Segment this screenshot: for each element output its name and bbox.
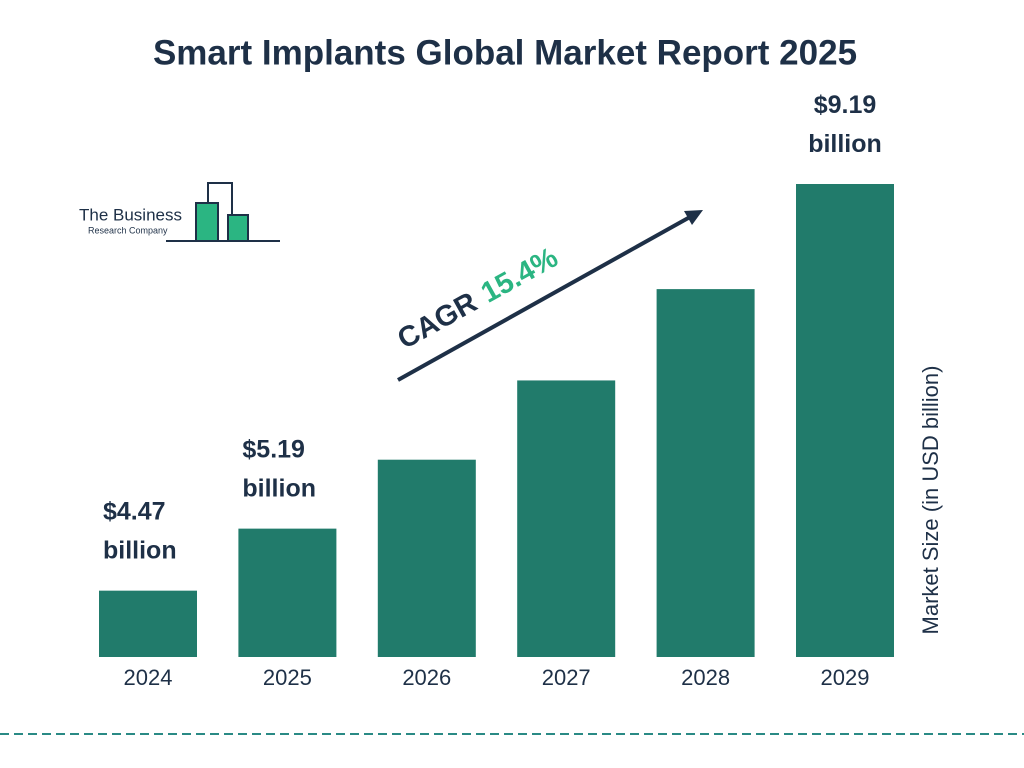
bar [517,380,616,657]
bar [377,459,476,657]
y-axis-label: Market Size (in USD billion) [918,366,943,635]
bar [656,289,755,657]
cagr-label: CAGR [392,286,482,355]
cagr-value: 15.4% [476,242,564,310]
x-tick-label: 2025 [263,665,312,690]
x-tick-label: 2027 [542,665,591,690]
logo: The Business Research Company [79,182,280,242]
chart-title: Smart Implants Global Market Report 2025 [153,33,857,72]
logo-shape [195,202,219,242]
x-tick-label: 2028 [681,665,730,690]
logo-text: The Business [79,205,182,224]
bar [99,590,197,657]
value-label: $4.47 billion [103,497,177,564]
value-label: $5.19 billion [242,435,316,502]
bar [238,528,337,657]
value-label: $9.19 billion [808,91,882,158]
bar [796,184,894,657]
cagr-arrowhead [684,210,703,225]
logo-text: Research Company [88,225,168,235]
x-tick-label: 2026 [402,665,451,690]
cagr-arrow [397,215,691,382]
logo-shape [227,214,249,242]
x-tick-label: 2029 [821,665,870,690]
x-tick-label: 2024 [124,665,173,690]
cagr: CAGR 15.4% [392,242,563,356]
